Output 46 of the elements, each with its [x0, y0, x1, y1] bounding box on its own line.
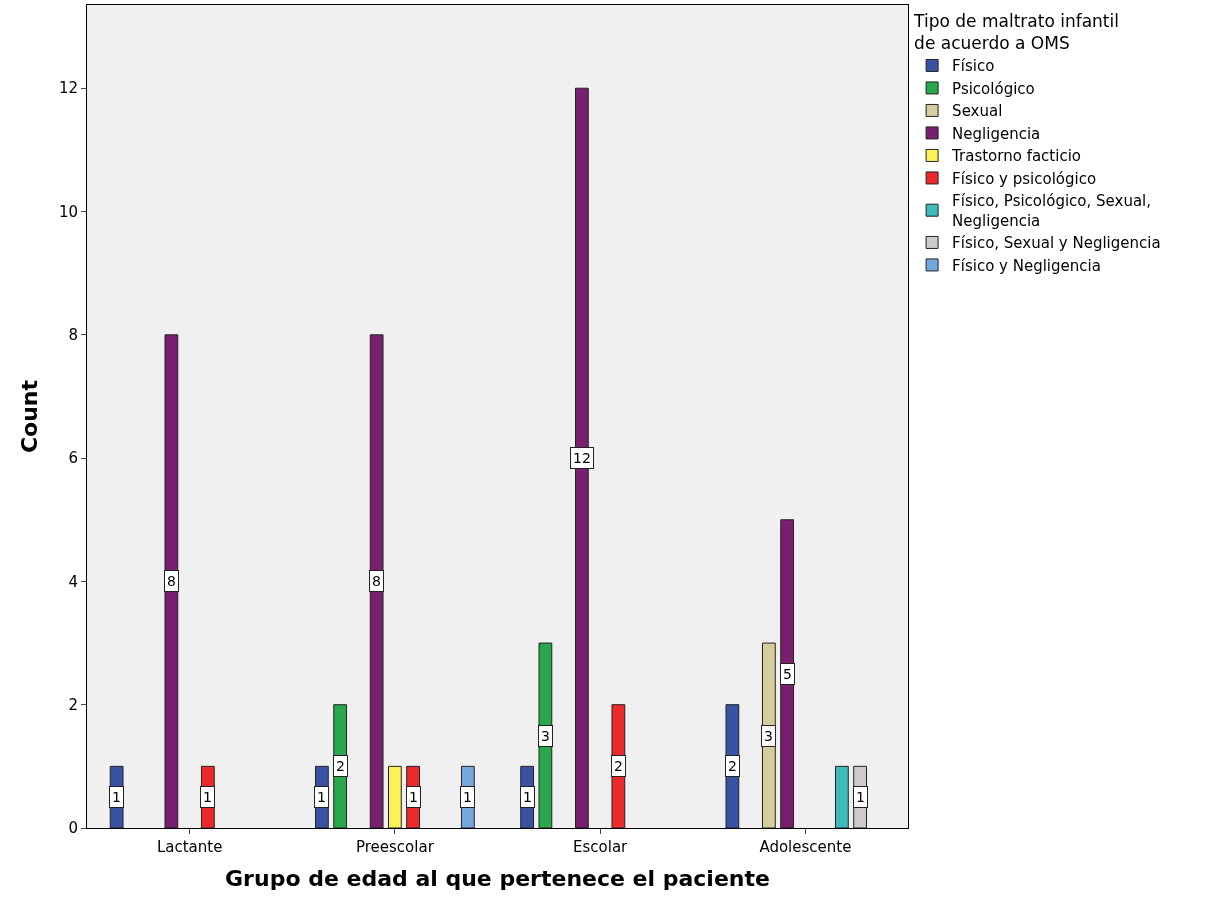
legend-label: Trastorno facticio — [951, 147, 1082, 166]
bar — [834, 765, 849, 828]
legend-label: Físico — [952, 57, 995, 76]
y-tick-label: 6 — [68, 449, 78, 468]
data-label: 1 — [856, 789, 865, 805]
legend-label: Negligencia — [952, 124, 1041, 143]
legend-label: Sexual — [952, 102, 1003, 121]
data-label: 1 — [112, 789, 121, 805]
x-tick-label: Escolar — [573, 838, 629, 856]
legend-label: Físico y psicológico — [952, 169, 1097, 188]
data-label: 8 — [372, 573, 381, 589]
legend-label: Físico y Negligencia — [952, 256, 1101, 275]
data-label: 2 — [336, 758, 345, 774]
bar — [164, 334, 179, 828]
x-tick-label: Adolescente — [759, 838, 852, 856]
data-label: 1 — [463, 789, 472, 805]
legend-label: Físico, Sexual y Negligencia — [952, 234, 1161, 253]
legend-title: Tipo de maltrato infantil de acuerdo a OMS — [913, 11, 1119, 54]
bar — [762, 642, 776, 828]
bar — [369, 334, 384, 828]
data-label: 5 — [783, 666, 792, 682]
bar — [780, 519, 795, 828]
data-label: 1 — [523, 789, 532, 805]
data-label: 1 — [317, 789, 326, 805]
bar — [387, 765, 402, 828]
legend-label: Psicológico — [952, 79, 1035, 98]
data-label: 8 — [167, 573, 176, 589]
bar — [538, 642, 553, 828]
legend-label: Físico, Psicológico, Sexual, Negligencia — [952, 192, 1152, 230]
x-tick-label: Lactante — [156, 838, 223, 856]
data-label: 1 — [203, 789, 212, 805]
y-axis-title: Count — [16, 379, 42, 454]
data-label: 3 — [541, 728, 550, 744]
y-tick-label: 0 — [68, 819, 78, 838]
data-label: 2 — [614, 758, 623, 774]
y-tick-label: 12 — [58, 79, 78, 98]
y-tick-label: 10 — [58, 202, 78, 221]
x-axis-title: Grupo de edad al que pertenece el paciente — [225, 865, 770, 891]
y-tick-label: 4 — [68, 572, 78, 591]
data-label: 2 — [728, 758, 737, 774]
data-label: 12 — [573, 450, 591, 466]
data-label: 3 — [764, 728, 773, 744]
x-tick-label: Preescolar — [355, 838, 435, 856]
data-label: 1 — [409, 789, 418, 805]
y-tick-label: 2 — [68, 695, 78, 714]
y-tick-label: 8 — [68, 326, 78, 345]
